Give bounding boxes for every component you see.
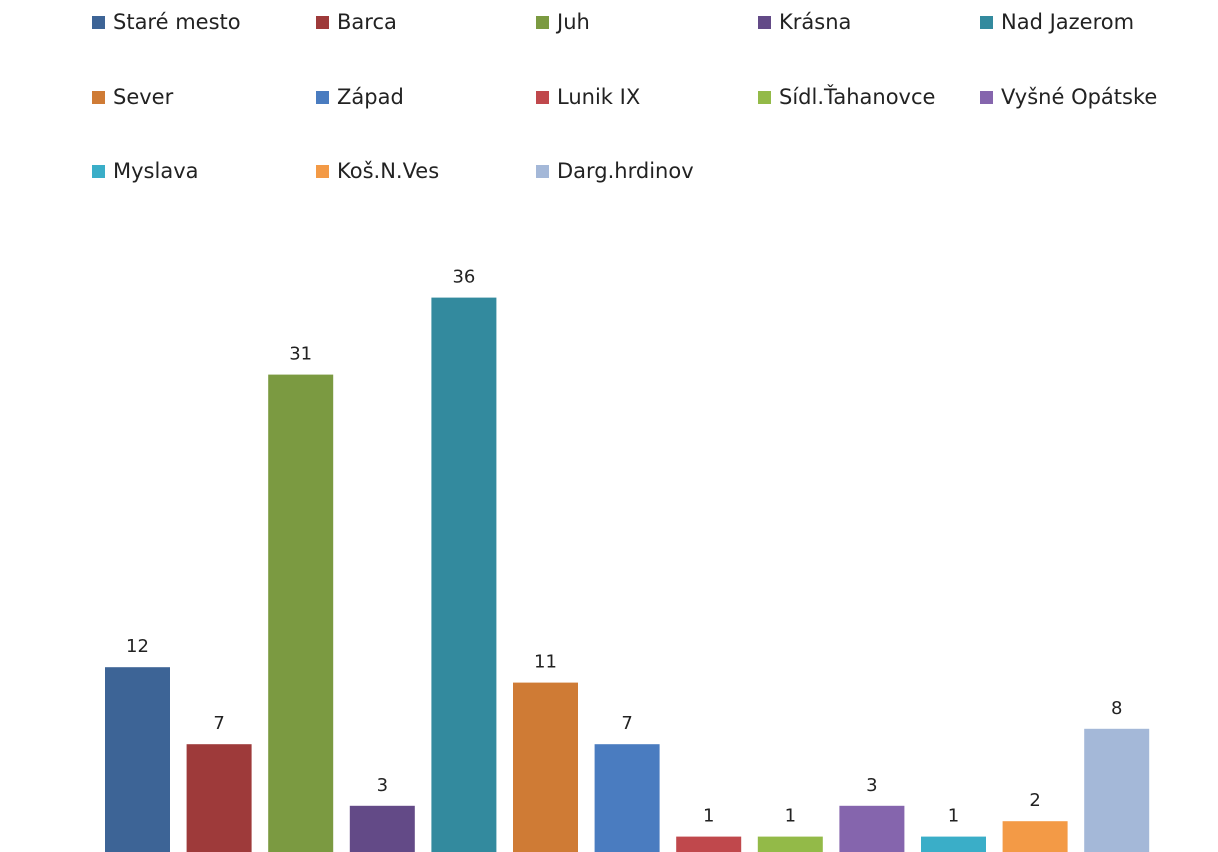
legend-label: Vyšné Opátske <box>1001 85 1158 109</box>
bar <box>757 836 823 852</box>
legend-swatch <box>758 15 771 29</box>
data-label: 8 <box>1111 698 1122 719</box>
bar <box>349 805 415 852</box>
bar <box>676 836 742 852</box>
legend-swatch <box>536 164 549 178</box>
legend-swatch <box>92 90 105 104</box>
data-label: 3 <box>377 775 388 796</box>
bar <box>921 836 986 852</box>
legend-label: Lunik IX <box>557 85 641 109</box>
legend-label: Koš.N.Ves <box>337 159 440 183</box>
bar <box>186 744 252 852</box>
legend-swatch <box>316 164 329 178</box>
legend-label: Darg.hrdinov <box>557 159 694 183</box>
bar <box>105 667 170 852</box>
legend-swatch <box>316 90 329 104</box>
legend-swatch <box>758 90 771 104</box>
legend-label: Myslava <box>113 159 199 183</box>
data-label: 11 <box>534 652 557 673</box>
legend-label: Sídl.Ťahanovce <box>779 85 936 109</box>
legend-item: Myslava <box>92 159 199 183</box>
data-label: 31 <box>289 344 312 365</box>
legend-item: Krásna <box>758 10 851 34</box>
bar <box>594 744 660 852</box>
legend-item: Barca <box>316 10 397 34</box>
legend-item: Sídl.Ťahanovce <box>758 85 935 109</box>
bar <box>513 682 578 852</box>
legend-swatch <box>92 15 105 29</box>
legend-swatch <box>536 15 549 29</box>
data-label: 7 <box>213 713 224 734</box>
bar <box>268 374 334 852</box>
chart-legend: Staré mesto Barca Juh Krásna Nad Jazerom Seve… <box>0 0 1218 220</box>
legend-item: Sever <box>92 85 173 109</box>
legend-label: Nad Jazerom <box>1001 10 1135 34</box>
legend-swatch <box>316 15 329 29</box>
legend-swatch <box>980 15 993 29</box>
data-label: 1 <box>948 806 959 827</box>
legend-label: Juh <box>557 10 590 34</box>
legend-label: Sever <box>113 85 174 109</box>
legend-label: Krásna <box>779 10 852 34</box>
bar <box>1002 821 1068 852</box>
data-label: 2 <box>1029 790 1040 811</box>
legend-label: Západ <box>337 85 404 109</box>
data-label: 1 <box>785 806 796 827</box>
bar <box>1084 728 1150 852</box>
legend-swatch <box>536 90 549 104</box>
legend-label: Staré mesto <box>113 10 241 34</box>
data-label: 12 <box>126 636 149 657</box>
legend-label: Barca <box>337 10 397 34</box>
legend-item: Vyšné Opátske <box>980 85 1157 109</box>
legend-item: Západ <box>316 85 404 109</box>
legend-swatch <box>92 164 105 178</box>
bar <box>839 805 905 852</box>
data-label: 7 <box>621 713 632 734</box>
data-label: 1 <box>703 806 714 827</box>
legend-item: Juh <box>536 10 590 34</box>
data-label: 3 <box>866 775 877 796</box>
legend-item: Lunik IX <box>536 85 640 109</box>
legend-swatch <box>980 90 993 104</box>
legend-item: Koš.N.Ves <box>316 159 439 183</box>
legend-item: Nad Jazerom <box>980 10 1134 34</box>
legend-item: Staré mesto <box>92 10 241 34</box>
legend-item: Darg.hrdinov <box>536 159 694 183</box>
data-label: 36 <box>452 267 475 288</box>
bar <box>431 297 497 852</box>
